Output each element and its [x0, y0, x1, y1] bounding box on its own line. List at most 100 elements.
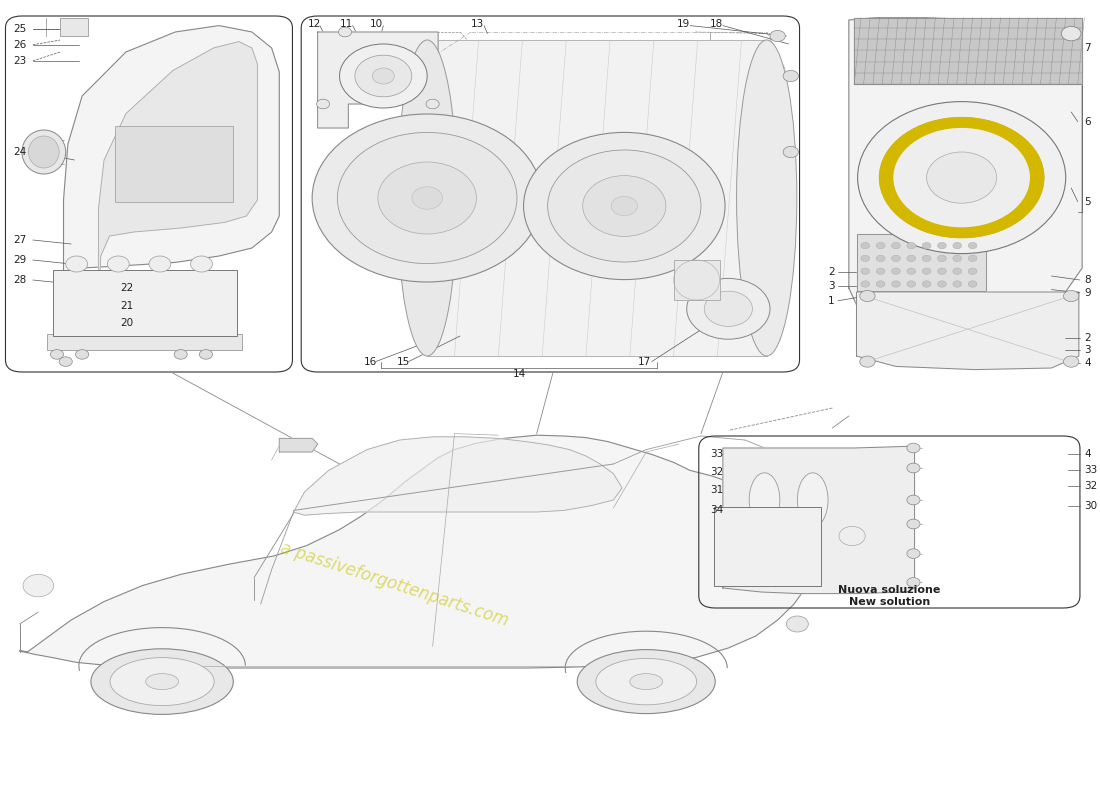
Circle shape — [786, 616, 808, 632]
Circle shape — [877, 255, 886, 262]
Circle shape — [411, 186, 442, 210]
Ellipse shape — [737, 40, 796, 356]
Circle shape — [312, 114, 542, 282]
Circle shape — [199, 350, 212, 359]
Ellipse shape — [110, 658, 214, 706]
Text: 9: 9 — [1085, 288, 1091, 298]
Text: 25: 25 — [13, 24, 26, 34]
Text: 27: 27 — [13, 235, 26, 245]
Polygon shape — [857, 292, 1079, 370]
Circle shape — [922, 242, 931, 249]
Circle shape — [23, 574, 54, 597]
Text: 24: 24 — [13, 147, 26, 157]
Circle shape — [968, 281, 977, 287]
Polygon shape — [318, 32, 438, 128]
Circle shape — [877, 268, 886, 274]
Circle shape — [892, 255, 900, 262]
Text: 16: 16 — [364, 358, 377, 367]
Circle shape — [937, 255, 946, 262]
Polygon shape — [294, 437, 623, 515]
Circle shape — [861, 255, 870, 262]
Circle shape — [877, 242, 886, 249]
Circle shape — [861, 242, 870, 249]
Circle shape — [858, 102, 1066, 254]
Text: 4: 4 — [1085, 450, 1091, 459]
Polygon shape — [279, 438, 318, 452]
Circle shape — [612, 196, 638, 215]
Circle shape — [892, 268, 900, 274]
Text: 8: 8 — [1085, 275, 1091, 285]
Circle shape — [953, 242, 961, 249]
Text: 29: 29 — [13, 255, 26, 265]
Circle shape — [59, 357, 73, 366]
Polygon shape — [857, 234, 986, 291]
Circle shape — [937, 242, 946, 249]
Text: Nuova soluzione: Nuova soluzione — [838, 586, 940, 595]
Circle shape — [524, 132, 725, 280]
Text: 32: 32 — [710, 467, 723, 477]
Circle shape — [860, 290, 876, 302]
Polygon shape — [64, 26, 279, 320]
Polygon shape — [849, 18, 1082, 358]
Circle shape — [1064, 356, 1079, 367]
Circle shape — [906, 549, 920, 558]
Text: 10: 10 — [371, 19, 383, 29]
Circle shape — [861, 268, 870, 274]
Text: 2: 2 — [828, 267, 835, 277]
Text: 2: 2 — [1085, 333, 1091, 342]
Text: 33: 33 — [710, 450, 723, 459]
Text: 12: 12 — [308, 19, 321, 29]
Ellipse shape — [91, 649, 233, 714]
Text: 21: 21 — [121, 301, 134, 310]
Text: 13: 13 — [471, 19, 484, 29]
Circle shape — [968, 268, 977, 274]
Ellipse shape — [578, 650, 715, 714]
Circle shape — [906, 495, 920, 505]
Text: 23: 23 — [13, 56, 26, 66]
Ellipse shape — [22, 130, 66, 174]
Text: 18: 18 — [710, 19, 723, 29]
Circle shape — [906, 255, 915, 262]
Circle shape — [892, 281, 900, 287]
Text: 3: 3 — [828, 282, 835, 291]
Circle shape — [906, 578, 920, 587]
Circle shape — [1062, 26, 1081, 41]
Circle shape — [968, 255, 977, 262]
Circle shape — [922, 281, 931, 287]
Ellipse shape — [145, 674, 178, 690]
Circle shape — [839, 526, 866, 546]
Text: 19: 19 — [676, 19, 690, 29]
Circle shape — [892, 242, 900, 249]
Circle shape — [340, 44, 427, 108]
Circle shape — [953, 281, 961, 287]
Text: 7: 7 — [1085, 43, 1091, 53]
Circle shape — [704, 291, 752, 326]
Circle shape — [378, 162, 476, 234]
Circle shape — [906, 519, 920, 529]
Circle shape — [373, 68, 394, 84]
Circle shape — [783, 70, 799, 82]
Text: New solution: New solution — [849, 597, 930, 606]
Circle shape — [880, 118, 1044, 238]
Circle shape — [906, 463, 920, 473]
Text: 15: 15 — [396, 358, 409, 367]
Circle shape — [317, 99, 330, 109]
Text: 11: 11 — [340, 19, 353, 29]
Circle shape — [906, 281, 915, 287]
Bar — [60, 18, 88, 36]
Circle shape — [922, 255, 931, 262]
Polygon shape — [427, 40, 767, 356]
Text: 4: 4 — [1085, 358, 1091, 368]
Circle shape — [937, 281, 946, 287]
Circle shape — [877, 281, 886, 287]
Circle shape — [860, 356, 876, 367]
Circle shape — [426, 99, 439, 109]
Circle shape — [355, 55, 411, 97]
Circle shape — [190, 256, 212, 272]
Text: 14: 14 — [513, 370, 526, 379]
Polygon shape — [723, 446, 914, 594]
Circle shape — [926, 152, 997, 203]
Text: 22: 22 — [121, 283, 134, 293]
Circle shape — [583, 176, 666, 237]
Circle shape — [906, 268, 915, 274]
